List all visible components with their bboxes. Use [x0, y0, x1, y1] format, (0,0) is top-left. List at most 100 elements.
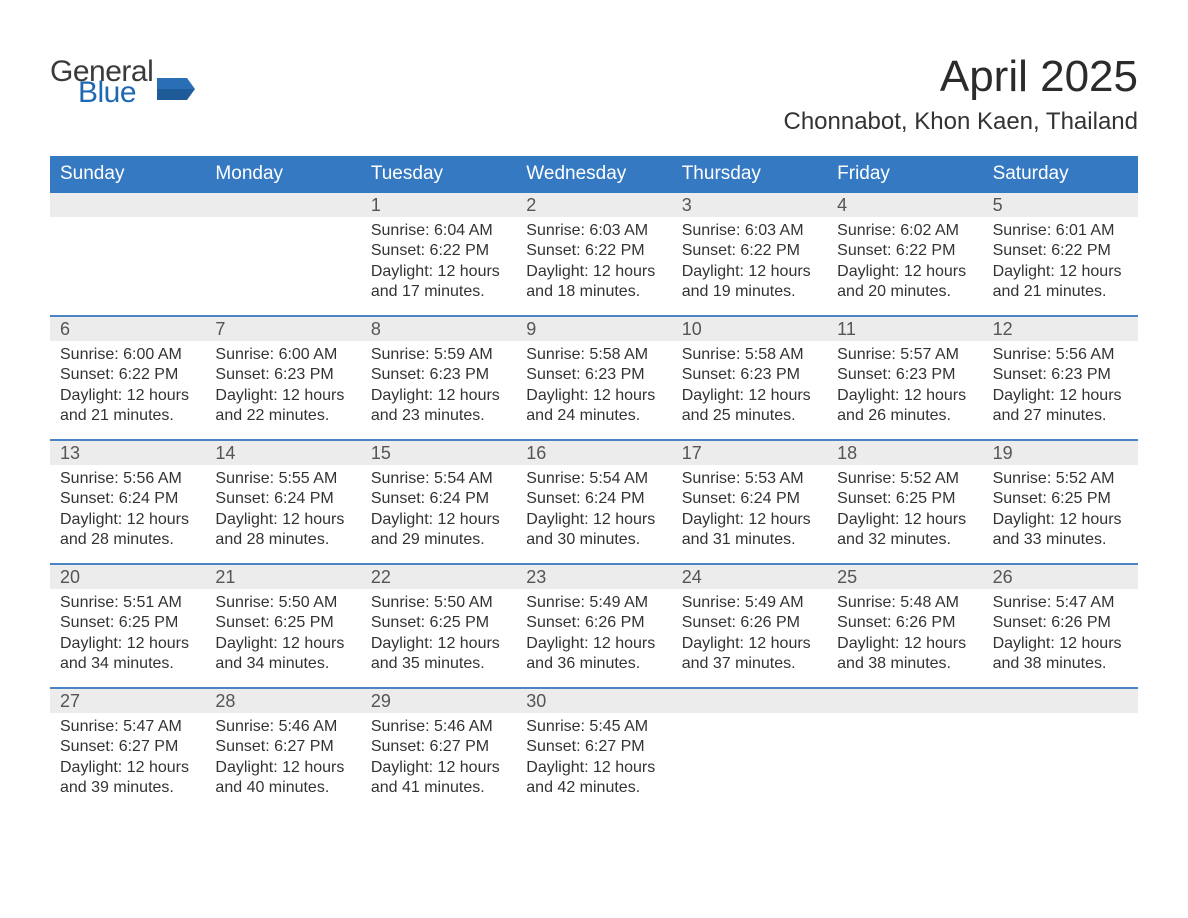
day-body: Sunrise: 5:49 AMSunset: 6:26 PMDaylight:… — [516, 589, 671, 685]
sunset-line: Sunset: 6:24 PM — [371, 489, 508, 509]
daylight-line: Daylight: 12 hours and 40 minutes. — [215, 758, 352, 799]
day-number-strip: 22 — [361, 565, 516, 589]
dow-friday: Friday — [827, 156, 982, 193]
day-number-strip: 24 — [672, 565, 827, 589]
sunset-line: Sunset: 6:24 PM — [215, 489, 352, 509]
week-row: 6Sunrise: 6:00 AMSunset: 6:22 PMDaylight… — [50, 315, 1138, 439]
daylight-line: Daylight: 12 hours and 26 minutes. — [837, 386, 974, 427]
sunrise-line: Sunrise: 5:50 AM — [371, 593, 508, 613]
day-body — [827, 713, 982, 803]
sunrise-line: Sunrise: 5:56 AM — [993, 345, 1130, 365]
sunset-line: Sunset: 6:23 PM — [837, 365, 974, 385]
day-cell: 15Sunrise: 5:54 AMSunset: 6:24 PMDayligh… — [361, 441, 516, 563]
sunrise-line: Sunrise: 6:02 AM — [837, 221, 974, 241]
day-number: 13 — [50, 443, 80, 464]
dow-thursday: Thursday — [672, 156, 827, 193]
dow-wednesday: Wednesday — [516, 156, 671, 193]
day-body: Sunrise: 6:00 AMSunset: 6:22 PMDaylight:… — [50, 341, 205, 437]
day-number-strip: 29 — [361, 689, 516, 713]
day-number: 14 — [205, 443, 235, 464]
day-number-strip: 23 — [516, 565, 671, 589]
day-number-strip: 10 — [672, 317, 827, 341]
daylight-line: Daylight: 12 hours and 28 minutes. — [215, 510, 352, 551]
sunset-line: Sunset: 6:25 PM — [837, 489, 974, 509]
day-cell: 3Sunrise: 6:03 AMSunset: 6:22 PMDaylight… — [672, 193, 827, 315]
sunset-line: Sunset: 6:22 PM — [526, 241, 663, 261]
day-body: Sunrise: 5:51 AMSunset: 6:25 PMDaylight:… — [50, 589, 205, 685]
day-number-strip: 9 — [516, 317, 671, 341]
day-cell: 16Sunrise: 5:54 AMSunset: 6:24 PMDayligh… — [516, 441, 671, 563]
sunset-line: Sunset: 6:24 PM — [526, 489, 663, 509]
sunrise-line: Sunrise: 6:00 AM — [60, 345, 197, 365]
daylight-line: Daylight: 12 hours and 20 minutes. — [837, 262, 974, 303]
day-number-strip: 28 — [205, 689, 360, 713]
sunset-line: Sunset: 6:27 PM — [60, 737, 197, 757]
day-cell: 14Sunrise: 5:55 AMSunset: 6:24 PMDayligh… — [205, 441, 360, 563]
day-body: Sunrise: 5:57 AMSunset: 6:23 PMDaylight:… — [827, 341, 982, 437]
day-number: 30 — [516, 691, 546, 712]
logo-word-blue: Blue — [78, 79, 153, 106]
dow-sunday: Sunday — [50, 156, 205, 193]
daylight-line: Daylight: 12 hours and 36 minutes. — [526, 634, 663, 675]
sunset-line: Sunset: 6:26 PM — [837, 613, 974, 633]
sunrise-line: Sunrise: 5:58 AM — [526, 345, 663, 365]
sunset-line: Sunset: 6:23 PM — [682, 365, 819, 385]
day-number-strip: 2 — [516, 193, 671, 217]
empty-cell — [205, 193, 360, 315]
sunrise-line: Sunrise: 6:04 AM — [371, 221, 508, 241]
calendar-page: General Blue April 2025 Chonnabot, Khon … — [0, 0, 1188, 851]
daylight-line: Daylight: 12 hours and 38 minutes. — [837, 634, 974, 675]
day-body: Sunrise: 5:52 AMSunset: 6:25 PMDaylight:… — [983, 465, 1138, 561]
daylight-line: Daylight: 12 hours and 24 minutes. — [526, 386, 663, 427]
sunrise-line: Sunrise: 5:52 AM — [993, 469, 1130, 489]
day-body: Sunrise: 6:00 AMSunset: 6:23 PMDaylight:… — [205, 341, 360, 437]
weeks-container: 1Sunrise: 6:04 AMSunset: 6:22 PMDaylight… — [50, 193, 1138, 811]
sunrise-line: Sunrise: 5:46 AM — [215, 717, 352, 737]
day-cell: 10Sunrise: 5:58 AMSunset: 6:23 PMDayligh… — [672, 317, 827, 439]
sunrise-line: Sunrise: 5:51 AM — [60, 593, 197, 613]
day-cell: 17Sunrise: 5:53 AMSunset: 6:24 PMDayligh… — [672, 441, 827, 563]
sunset-line: Sunset: 6:25 PM — [215, 613, 352, 633]
empty-cell — [50, 193, 205, 315]
day-number: 23 — [516, 567, 546, 588]
sunrise-line: Sunrise: 5:53 AM — [682, 469, 819, 489]
daylight-line: Daylight: 12 hours and 31 minutes. — [682, 510, 819, 551]
day-number-strip: 20 — [50, 565, 205, 589]
sunset-line: Sunset: 6:23 PM — [526, 365, 663, 385]
day-number-strip — [827, 689, 982, 713]
day-number: 12 — [983, 319, 1013, 340]
day-number: 28 — [205, 691, 235, 712]
sunrise-line: Sunrise: 5:57 AM — [837, 345, 974, 365]
top-bar: General Blue April 2025 Chonnabot, Khon … — [50, 48, 1138, 150]
day-number: 17 — [672, 443, 702, 464]
day-cell: 26Sunrise: 5:47 AMSunset: 6:26 PMDayligh… — [983, 565, 1138, 687]
day-cell: 2Sunrise: 6:03 AMSunset: 6:22 PMDaylight… — [516, 193, 671, 315]
sunrise-line: Sunrise: 5:50 AM — [215, 593, 352, 613]
sunset-line: Sunset: 6:23 PM — [993, 365, 1130, 385]
sunset-line: Sunset: 6:22 PM — [993, 241, 1130, 261]
sunrise-line: Sunrise: 5:46 AM — [371, 717, 508, 737]
day-body: Sunrise: 5:55 AMSunset: 6:24 PMDaylight:… — [205, 465, 360, 561]
day-number-strip: 15 — [361, 441, 516, 465]
sunrise-line: Sunrise: 6:03 AM — [526, 221, 663, 241]
sunset-line: Sunset: 6:22 PM — [682, 241, 819, 261]
day-number-strip: 3 — [672, 193, 827, 217]
sunset-line: Sunset: 6:23 PM — [215, 365, 352, 385]
day-number-strip — [672, 689, 827, 713]
day-body — [205, 217, 360, 307]
sunrise-line: Sunrise: 5:49 AM — [682, 593, 819, 613]
day-body: Sunrise: 5:54 AMSunset: 6:24 PMDaylight:… — [516, 465, 671, 561]
daylight-line: Daylight: 12 hours and 21 minutes. — [993, 262, 1130, 303]
day-number: 5 — [983, 195, 1003, 216]
day-number: 20 — [50, 567, 80, 588]
day-body: Sunrise: 5:59 AMSunset: 6:23 PMDaylight:… — [361, 341, 516, 437]
day-cell: 20Sunrise: 5:51 AMSunset: 6:25 PMDayligh… — [50, 565, 205, 687]
day-body: Sunrise: 5:56 AMSunset: 6:23 PMDaylight:… — [983, 341, 1138, 437]
sunset-line: Sunset: 6:22 PM — [837, 241, 974, 261]
day-body: Sunrise: 6:01 AMSunset: 6:22 PMDaylight:… — [983, 217, 1138, 313]
sunrise-line: Sunrise: 5:52 AM — [837, 469, 974, 489]
dow-tuesday: Tuesday — [361, 156, 516, 193]
day-body: Sunrise: 5:58 AMSunset: 6:23 PMDaylight:… — [672, 341, 827, 437]
day-number: 15 — [361, 443, 391, 464]
day-number: 27 — [50, 691, 80, 712]
